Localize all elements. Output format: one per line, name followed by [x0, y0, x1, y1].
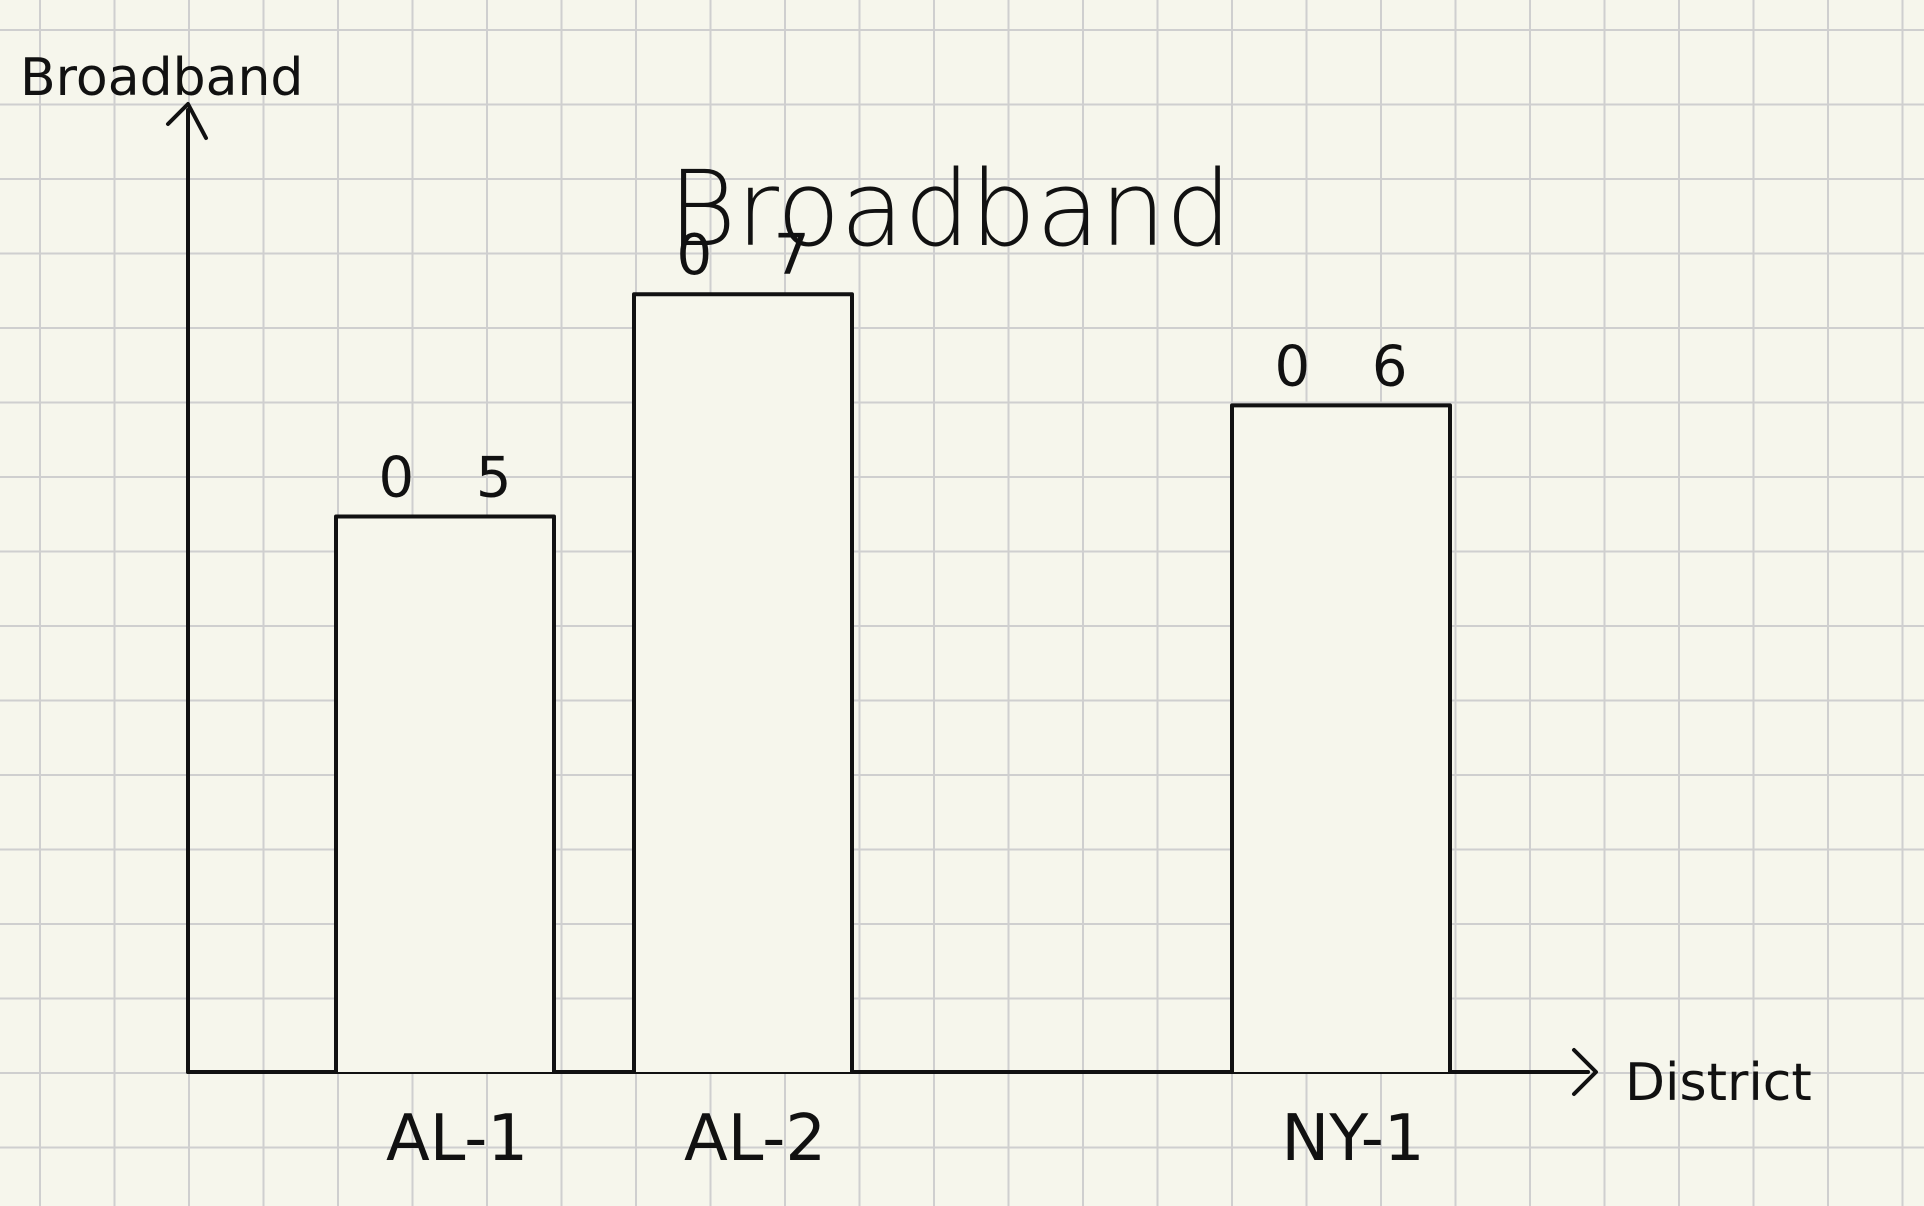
data-label-ny-1: 0 6 — [1274, 334, 1429, 399]
tick-label-al-1: AL-1 — [386, 1102, 528, 1176]
tick-label-al-2: AL-2 — [684, 1102, 826, 1176]
data-label-al-1: 0 5 — [378, 445, 533, 510]
y-axis-arrow — [166, 102, 208, 140]
bar-al-1 — [334, 514, 556, 1072]
data-label-al-2: 0 7 — [676, 223, 831, 288]
tick-label-ny-1: NY-1 — [1281, 1102, 1424, 1176]
x-axis-arrow — [1572, 1048, 1598, 1096]
bar-al-2 — [632, 292, 854, 1072]
x-axis-label: District — [1625, 1053, 1812, 1113]
bars — [334, 292, 1452, 1072]
chart-title: Broadband — [668, 148, 1232, 270]
tick-labels: AL-1 AL-2 NY-1 — [386, 1102, 1425, 1176]
y-axis-label: Broadband — [20, 48, 303, 108]
bar-ny-1 — [1230, 403, 1452, 1072]
data-labels: 0 5 0 7 0 6 — [378, 223, 1429, 510]
